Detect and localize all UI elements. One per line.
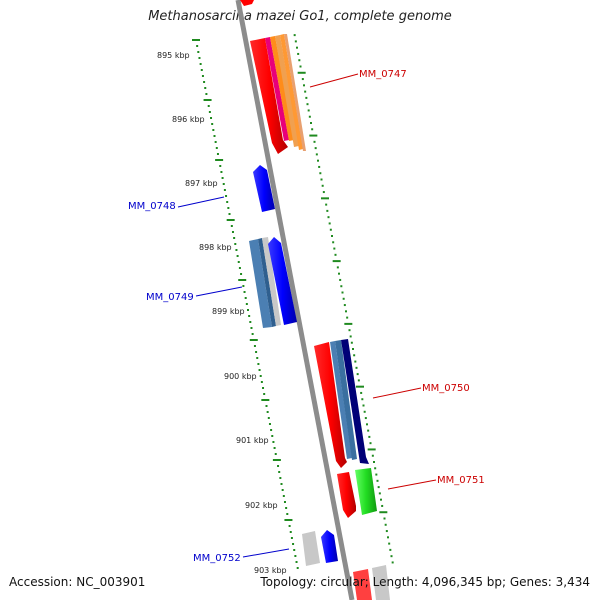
right-tick-track — [293, 34, 394, 564]
gene-mm0747[interactable] — [250, 34, 306, 154]
gene-label-mm0751[interactable]: MM_0751 — [437, 475, 485, 486]
tick-label-896: 896 kbp — [172, 115, 205, 124]
gene-mm0748[interactable] — [253, 165, 275, 212]
tick-label-895: 895 kbp — [157, 51, 190, 60]
genome-backbone — [235, 0, 355, 600]
genome-summary-text: Topology: circular; Length: 4,096,345 bp… — [260, 575, 590, 589]
tick-label-902: 902 kbp — [245, 501, 278, 510]
connector-mm0748 — [177, 196, 225, 208]
connector-mm0751 — [387, 479, 437, 490]
connector-mm0749 — [195, 286, 243, 297]
tick-label-898: 898 kbp — [199, 243, 232, 252]
tick-label-900: 900 kbp — [224, 372, 257, 381]
tick-label-901: 901 kbp — [236, 436, 269, 445]
left-tick-track — [192, 39, 299, 569]
accession-text: Accession: NC_003901 — [9, 575, 146, 589]
gene-label-mm0752[interactable]: MM_0752 — [193, 553, 241, 564]
map-title: Methanosarcina mazei Go1, complete genom… — [148, 9, 452, 24]
gene-label-mm0748[interactable]: MM_0748 — [128, 201, 176, 212]
gene-mm0752[interactable] — [302, 530, 338, 566]
gene-partial-top[interactable] — [240, 0, 254, 6]
gene-mm0750[interactable] — [314, 339, 369, 468]
gene-label-mm0749[interactable]: MM_0749 — [146, 292, 194, 303]
gene-mm0751[interactable] — [337, 468, 377, 518]
connector-mm0750 — [372, 387, 422, 399]
gene-mm0749[interactable] — [249, 237, 297, 328]
tick-label-897: 897 kbp — [185, 179, 218, 188]
connector-mm0752 — [242, 548, 290, 558]
gene-partial-bottom[interactable] — [353, 565, 390, 600]
tick-label-899: 899 kbp — [212, 307, 245, 316]
gene-label-mm0747[interactable]: MM_0747 — [359, 69, 407, 80]
connector-mm0747 — [309, 73, 359, 88]
gene-label-mm0750[interactable]: MM_0750 — [422, 383, 470, 394]
tick-label-903: 903 kbp — [254, 566, 287, 575]
